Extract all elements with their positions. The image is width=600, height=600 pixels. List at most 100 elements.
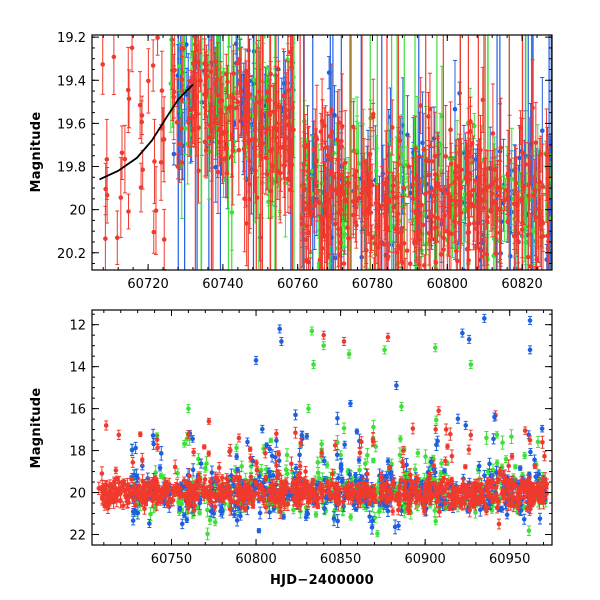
top-red-data-point — [137, 102, 143, 108]
top-green-data-point — [437, 142, 443, 148]
top-red-data-point — [231, 71, 236, 76]
top-y-tick-label: 20.2 — [57, 247, 86, 262]
top-red-data-point — [490, 131, 496, 136]
top-red-data-point — [203, 147, 209, 153]
top-red-data-point — [453, 248, 459, 254]
bottom-green-data-point — [371, 424, 376, 430]
top-red-data-point — [438, 187, 444, 193]
top-red-data-point — [427, 190, 432, 195]
bottom-green-data-point — [439, 461, 444, 466]
top-red-data-point — [270, 109, 276, 115]
bottom-green-data-point — [503, 456, 509, 462]
bottom-green-data-point — [182, 441, 187, 447]
top-red-data-point — [389, 125, 395, 130]
top-red-data-point — [415, 219, 420, 225]
top-red-data-point — [324, 232, 329, 238]
top-red-data-point — [545, 233, 550, 238]
top-red-data-point — [263, 130, 269, 136]
top-red-data-point — [213, 59, 219, 64]
top-red-data-point — [435, 184, 440, 190]
top-red-data-point — [196, 168, 201, 173]
top-red-data-point — [484, 251, 489, 257]
top-red-data-point — [373, 241, 378, 246]
top-red-data-point — [457, 177, 462, 182]
top-red-data-point — [530, 105, 535, 111]
top-red-data-point — [339, 123, 345, 129]
top-y-tick-label: 19.8 — [57, 161, 86, 176]
top-red-data-point — [364, 247, 369, 253]
top-red-data-point — [204, 88, 209, 93]
top-red-data-point — [319, 217, 324, 223]
top-red-data-point — [257, 142, 263, 148]
top-red-data-point — [354, 198, 360, 204]
top-red-data-point — [309, 209, 314, 214]
bottom-green-data-point — [535, 439, 541, 445]
top-red-data-point — [186, 120, 191, 125]
top-red-data-point — [179, 77, 185, 83]
top-red-data-point — [312, 203, 317, 209]
top-red-data-point — [538, 151, 544, 157]
top-red-data-point — [540, 184, 545, 189]
top-red-data-point — [328, 157, 334, 163]
top-blue-data-point — [213, 164, 219, 170]
top-red-data-point — [285, 176, 291, 182]
top-red-data-point — [265, 126, 271, 132]
top-red-data-point — [354, 168, 359, 174]
top-red-data-point — [420, 222, 426, 228]
top-red-data-point — [421, 147, 427, 152]
top-red-data-point — [186, 116, 192, 121]
top-red-data-point — [235, 99, 241, 105]
top-red-data-point — [175, 164, 181, 169]
top-red-data-point — [161, 137, 167, 142]
top-red-data-point — [492, 198, 498, 204]
top-red-data-point — [448, 231, 454, 237]
top-red-data-point — [413, 146, 418, 151]
bottom-green-data-point — [473, 510, 478, 515]
top-red-data-point — [493, 251, 499, 256]
top-red-data-point — [313, 159, 319, 165]
top-red-data-point — [414, 215, 420, 221]
top-red-data-point — [330, 174, 336, 180]
top-red-data-point — [479, 248, 484, 254]
top-green-data-point — [457, 245, 462, 250]
top-blue-data-point — [398, 130, 404, 135]
top-red-data-point — [406, 164, 412, 169]
bottom-green-data-point — [375, 531, 380, 536]
top-x-tick-label: 60740 — [202, 277, 243, 292]
top-green-data-point — [183, 126, 188, 131]
top-red-data-point — [391, 195, 397, 200]
top-red-data-point — [155, 35, 160, 41]
top-x-tick-label: 60780 — [352, 277, 393, 292]
top-red-data-point — [242, 196, 247, 202]
top-red-data-point — [523, 162, 528, 167]
top-blue-data-point — [431, 136, 437, 141]
top-red-data-point — [448, 127, 453, 132]
top-y-tick-label: 19.4 — [57, 74, 86, 89]
top-x-tick-label: 60720 — [127, 277, 168, 292]
top-red-data-point — [511, 234, 517, 239]
top-red-data-point — [514, 202, 519, 208]
top-blue-data-point — [169, 37, 175, 43]
top-red-data-point — [264, 172, 270, 177]
top-y-tick-label: 19.6 — [57, 117, 86, 132]
top-red-data-point — [401, 185, 406, 190]
top-red-data-point — [241, 116, 246, 121]
top-red-data-point — [126, 209, 131, 214]
top-red-data-point — [308, 213, 313, 218]
top-red-data-point — [125, 87, 131, 93]
top-green-data-point — [251, 77, 257, 83]
top-red-data-point — [114, 235, 120, 241]
top-panel-data-points — [100, 35, 552, 270]
top-red-data-point — [278, 145, 284, 150]
top-red-data-point — [471, 187, 476, 193]
model-curve-line — [99, 83, 194, 181]
top-red-data-point — [498, 145, 504, 150]
top-red-data-point — [189, 107, 195, 112]
top-red-data-point — [304, 257, 309, 263]
top-blue-data-point — [457, 90, 462, 96]
top-red-data-point — [447, 203, 453, 208]
bottom-green-data-point — [484, 435, 489, 441]
top-red-data-point — [170, 68, 175, 73]
top-red-data-point — [381, 242, 387, 247]
top-red-data-point — [314, 136, 320, 142]
